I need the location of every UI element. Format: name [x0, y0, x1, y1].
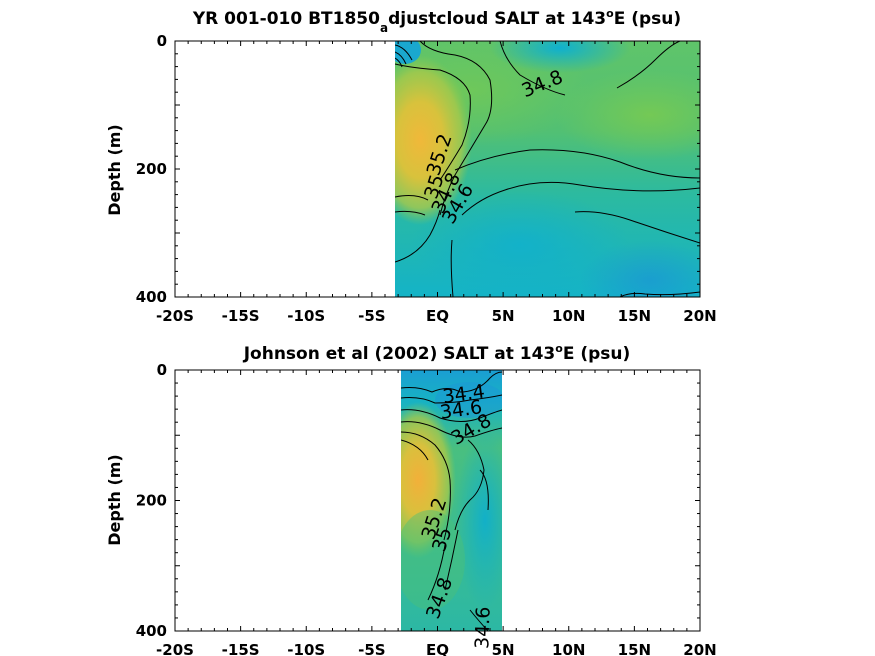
panel-bottom-x-tick-labels: -20S -15S -10S -5S EQ 5N 10N 15N 20N	[156, 641, 717, 656]
panel-bottom-field	[401, 370, 502, 631]
panel-bottom-minor-ticks	[174, 369, 701, 632]
y-tick-label: 0	[157, 32, 167, 50]
x-tick-label: 5N	[492, 307, 515, 325]
x-tick-label: -5S	[358, 307, 385, 325]
panel-top-title-sub: a	[380, 21, 388, 35]
x-tick-label: 10N	[552, 641, 585, 656]
panel-bottom-title-post: E (psu)	[563, 344, 630, 364]
x-tick-label: 20N	[683, 641, 716, 656]
y-tick-label: 200	[136, 160, 167, 178]
panel-top-minor-ticks	[174, 40, 701, 298]
x-tick-label: 15N	[618, 307, 651, 325]
panel-top-y-tick-labels: 0 200 400	[136, 32, 167, 306]
x-tick-label: -10S	[287, 307, 325, 325]
x-tick-label: 5N	[492, 641, 515, 656]
panel-bottom: Johnson et al (2002) SALT at 143oE (psu)…	[105, 342, 717, 656]
x-tick-label: EQ	[426, 307, 449, 325]
x-tick-label: 20N	[683, 307, 716, 325]
x-tick-label: 10N	[552, 307, 585, 325]
panel-bottom-y-tick-labels: 0 200 400	[136, 361, 167, 640]
x-tick-label: -15S	[222, 641, 260, 656]
x-tick-label: -15S	[222, 307, 260, 325]
contour-label: 34.6	[471, 606, 494, 649]
y-tick-label: 400	[136, 622, 167, 640]
panel-top-contours	[395, 41, 700, 297]
panel-bottom-title: Johnson et al (2002) SALT at 143oE (psu)	[243, 342, 631, 364]
panel-top-title-mid: djustcloud SALT at 143	[388, 9, 606, 29]
panel-bottom-ylabel: Depth (m)	[105, 454, 124, 546]
panel-bottom-contours	[401, 371, 502, 631]
x-tick-label: -10S	[287, 641, 325, 656]
y-tick-label: 200	[136, 492, 167, 510]
panel-bottom-title-sup: o	[555, 342, 563, 355]
x-tick-label: -20S	[156, 641, 194, 656]
panel-top-title-sup: o	[606, 7, 614, 20]
panel-top-title: YR 001-010 BT1850adjustcloud SALT at 143…	[192, 7, 681, 35]
x-tick-label: 15N	[618, 641, 651, 656]
x-tick-label: -20S	[156, 307, 194, 325]
x-tick-label: -5S	[358, 641, 385, 656]
panel-top-title-pre: YR 001-010 BT1850	[192, 9, 380, 29]
panel-top-x-tick-labels: -20S -15S -10S -5S EQ 5N 10N 15N 20N	[156, 307, 717, 325]
panel-top-title-post: E (psu)	[614, 9, 681, 29]
panel-top: YR 001-010 BT1850adjustcloud SALT at 143…	[105, 7, 717, 325]
panel-top-ylabel: Depth (m)	[105, 124, 124, 216]
y-tick-label: 0	[157, 361, 167, 379]
y-tick-label: 400	[136, 288, 167, 306]
x-tick-label: EQ	[426, 641, 449, 656]
panel-top-field	[395, 41, 700, 297]
panel-bottom-title-pre: Johnson et al (2002) SALT at 143	[243, 344, 556, 364]
